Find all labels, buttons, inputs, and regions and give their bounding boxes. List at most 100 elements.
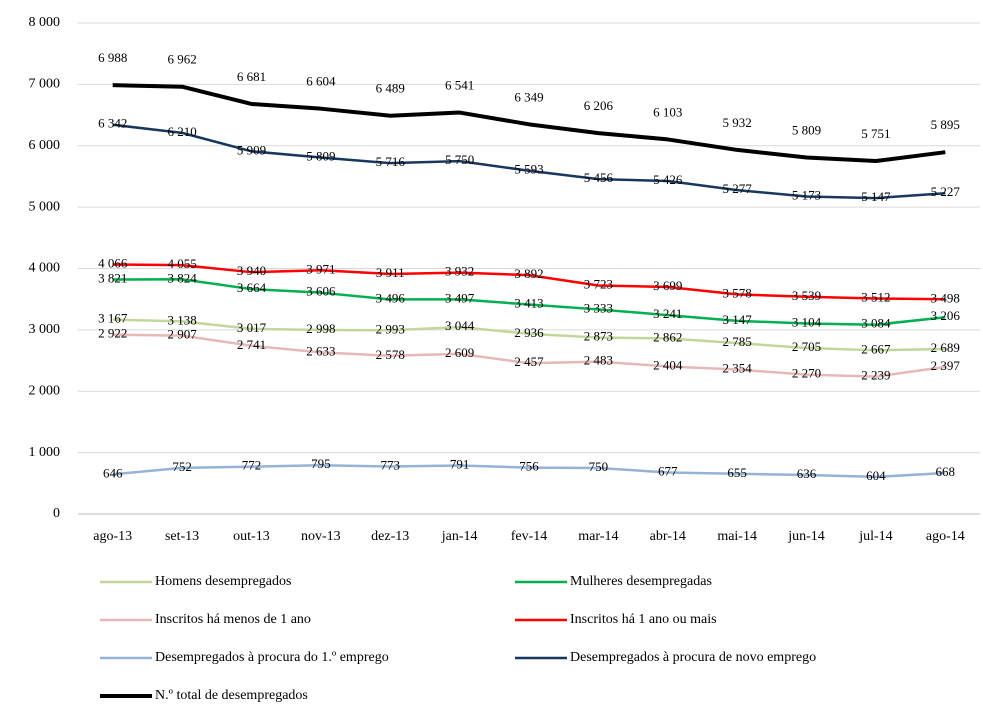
data-label: 3 498 bbox=[931, 290, 960, 305]
x-tick-label: jun-14 bbox=[787, 529, 825, 544]
data-label: 5 716 bbox=[376, 154, 406, 169]
data-label: 3 723 bbox=[584, 276, 613, 291]
data-label: 5 277 bbox=[723, 181, 753, 196]
data-label: 5 227 bbox=[931, 184, 961, 199]
data-label: 3 044 bbox=[445, 318, 475, 333]
data-label: 3 539 bbox=[792, 288, 821, 303]
data-label: 2 998 bbox=[306, 321, 335, 336]
data-label: 3 496 bbox=[376, 290, 406, 305]
y-tick-label: 7 000 bbox=[29, 77, 61, 92]
x-tick-label: ago-13 bbox=[93, 529, 132, 544]
series-line bbox=[112, 318, 946, 352]
data-label: 5 426 bbox=[653, 172, 683, 187]
legend-label: Mulheres desempregadas bbox=[570, 574, 712, 589]
y-tick-label: 6 000 bbox=[29, 138, 61, 153]
data-label: 5 593 bbox=[514, 162, 543, 177]
legend-label: N.º total de desempregados bbox=[155, 688, 308, 703]
x-tick-label: mar-14 bbox=[578, 529, 618, 544]
data-label: 604 bbox=[866, 468, 886, 483]
data-label: 6 988 bbox=[98, 50, 127, 65]
data-label: 6 681 bbox=[237, 69, 266, 84]
x-tick-label: dez-13 bbox=[371, 529, 409, 544]
data-label: 3 413 bbox=[514, 296, 543, 311]
data-label: 2 667 bbox=[861, 341, 891, 356]
series-line bbox=[112, 83, 946, 164]
data-label: 5 809 bbox=[306, 148, 335, 163]
data-label: 6 962 bbox=[167, 52, 196, 67]
data-label: 5 456 bbox=[584, 170, 614, 185]
data-label: 795 bbox=[311, 456, 331, 471]
x-tick-label: abr-14 bbox=[650, 529, 686, 544]
data-label: 2 457 bbox=[514, 354, 544, 369]
data-label: 3 821 bbox=[98, 270, 127, 285]
data-label: 5 932 bbox=[723, 115, 752, 130]
data-label: 3 241 bbox=[653, 306, 682, 321]
y-tick-label: 2 000 bbox=[29, 383, 61, 398]
data-label: 6 349 bbox=[514, 89, 543, 104]
data-label: 3 911 bbox=[376, 265, 405, 280]
data-label: 5 909 bbox=[237, 142, 266, 157]
data-label: 5 751 bbox=[861, 126, 890, 141]
legend-label: Inscritos há 1 ano ou mais bbox=[570, 612, 717, 627]
series-line bbox=[112, 123, 946, 200]
data-label: 773 bbox=[380, 458, 400, 473]
data-label: 6 489 bbox=[376, 81, 405, 96]
data-label: 6 541 bbox=[445, 78, 474, 93]
x-tick-label: out-13 bbox=[233, 529, 270, 544]
data-label: 3 017 bbox=[237, 320, 267, 335]
data-label: 2 239 bbox=[861, 368, 890, 383]
data-label: 2 785 bbox=[723, 334, 752, 349]
data-label: 6 342 bbox=[98, 116, 127, 131]
data-label: 772 bbox=[242, 458, 262, 473]
data-label: 3 578 bbox=[723, 285, 752, 300]
data-label: 4 066 bbox=[98, 255, 128, 270]
data-label: 3 333 bbox=[584, 300, 613, 315]
y-tick-label: 0 bbox=[53, 506, 60, 521]
data-label: 3 940 bbox=[237, 263, 266, 278]
series-line bbox=[112, 263, 946, 301]
data-label: 791 bbox=[450, 456, 470, 471]
data-label: 3 084 bbox=[861, 316, 891, 331]
data-label: 677 bbox=[658, 463, 678, 478]
data-label: 5 895 bbox=[931, 117, 960, 132]
x-tick-label: mai-14 bbox=[717, 529, 757, 544]
y-tick-label: 3 000 bbox=[29, 322, 61, 337]
data-label: 636 bbox=[797, 466, 817, 481]
data-label: 5 809 bbox=[792, 122, 821, 137]
data-label: 3 971 bbox=[306, 261, 335, 276]
data-label: 2 705 bbox=[792, 339, 821, 354]
data-label: 752 bbox=[172, 459, 192, 474]
data-label: 3 147 bbox=[723, 312, 753, 327]
data-label: 2 483 bbox=[584, 353, 613, 368]
data-label: 3 932 bbox=[445, 264, 474, 279]
data-label: 756 bbox=[519, 459, 539, 474]
series-line bbox=[112, 278, 946, 326]
data-label: 2 354 bbox=[723, 361, 753, 376]
data-label: 668 bbox=[936, 464, 956, 479]
x-tick-label: fev-14 bbox=[511, 529, 548, 544]
data-label: 5 173 bbox=[792, 187, 821, 202]
data-label: 5 147 bbox=[861, 189, 891, 204]
series-line bbox=[112, 463, 946, 479]
data-label: 6 604 bbox=[306, 74, 336, 89]
data-label: 3 512 bbox=[861, 289, 890, 304]
data-label: 2 873 bbox=[584, 329, 613, 344]
data-label: 2 936 bbox=[514, 325, 544, 340]
data-label: 655 bbox=[727, 465, 747, 480]
data-label: 3 104 bbox=[792, 314, 822, 329]
data-label: 2 689 bbox=[931, 340, 960, 355]
series-line bbox=[112, 333, 946, 378]
data-label: 2 270 bbox=[792, 366, 821, 381]
data-label: 3 497 bbox=[445, 290, 475, 305]
data-label: 3 664 bbox=[237, 280, 267, 295]
x-tick-label: nov-13 bbox=[301, 529, 341, 544]
legend-label: Homens desempregados bbox=[155, 574, 291, 589]
data-label: 2 609 bbox=[445, 345, 474, 360]
data-label: 2 907 bbox=[167, 327, 197, 342]
data-label: 2 633 bbox=[306, 343, 335, 358]
x-tick-label: jan-14 bbox=[441, 529, 478, 544]
data-label: 3 138 bbox=[167, 312, 196, 327]
data-label: 5 750 bbox=[445, 152, 474, 167]
data-label: 2 862 bbox=[653, 329, 682, 344]
